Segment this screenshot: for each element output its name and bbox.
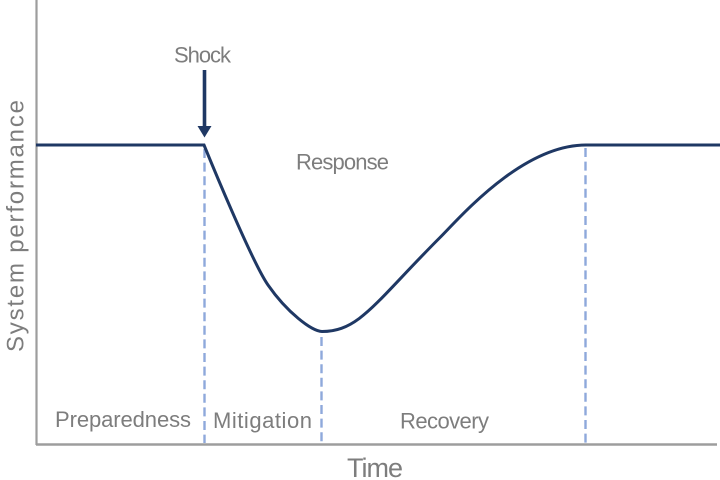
svg-text:Shock: Shock [174, 43, 232, 68]
svg-text:Response: Response [296, 150, 389, 175]
svg-text:System performance: System performance [3, 100, 30, 352]
svg-text:Time: Time [347, 453, 403, 480]
svg-text:Preparedness: Preparedness [55, 407, 191, 432]
svg-text:Mitigation: Mitigation [213, 408, 312, 433]
svg-text:Recovery: Recovery [400, 409, 489, 434]
